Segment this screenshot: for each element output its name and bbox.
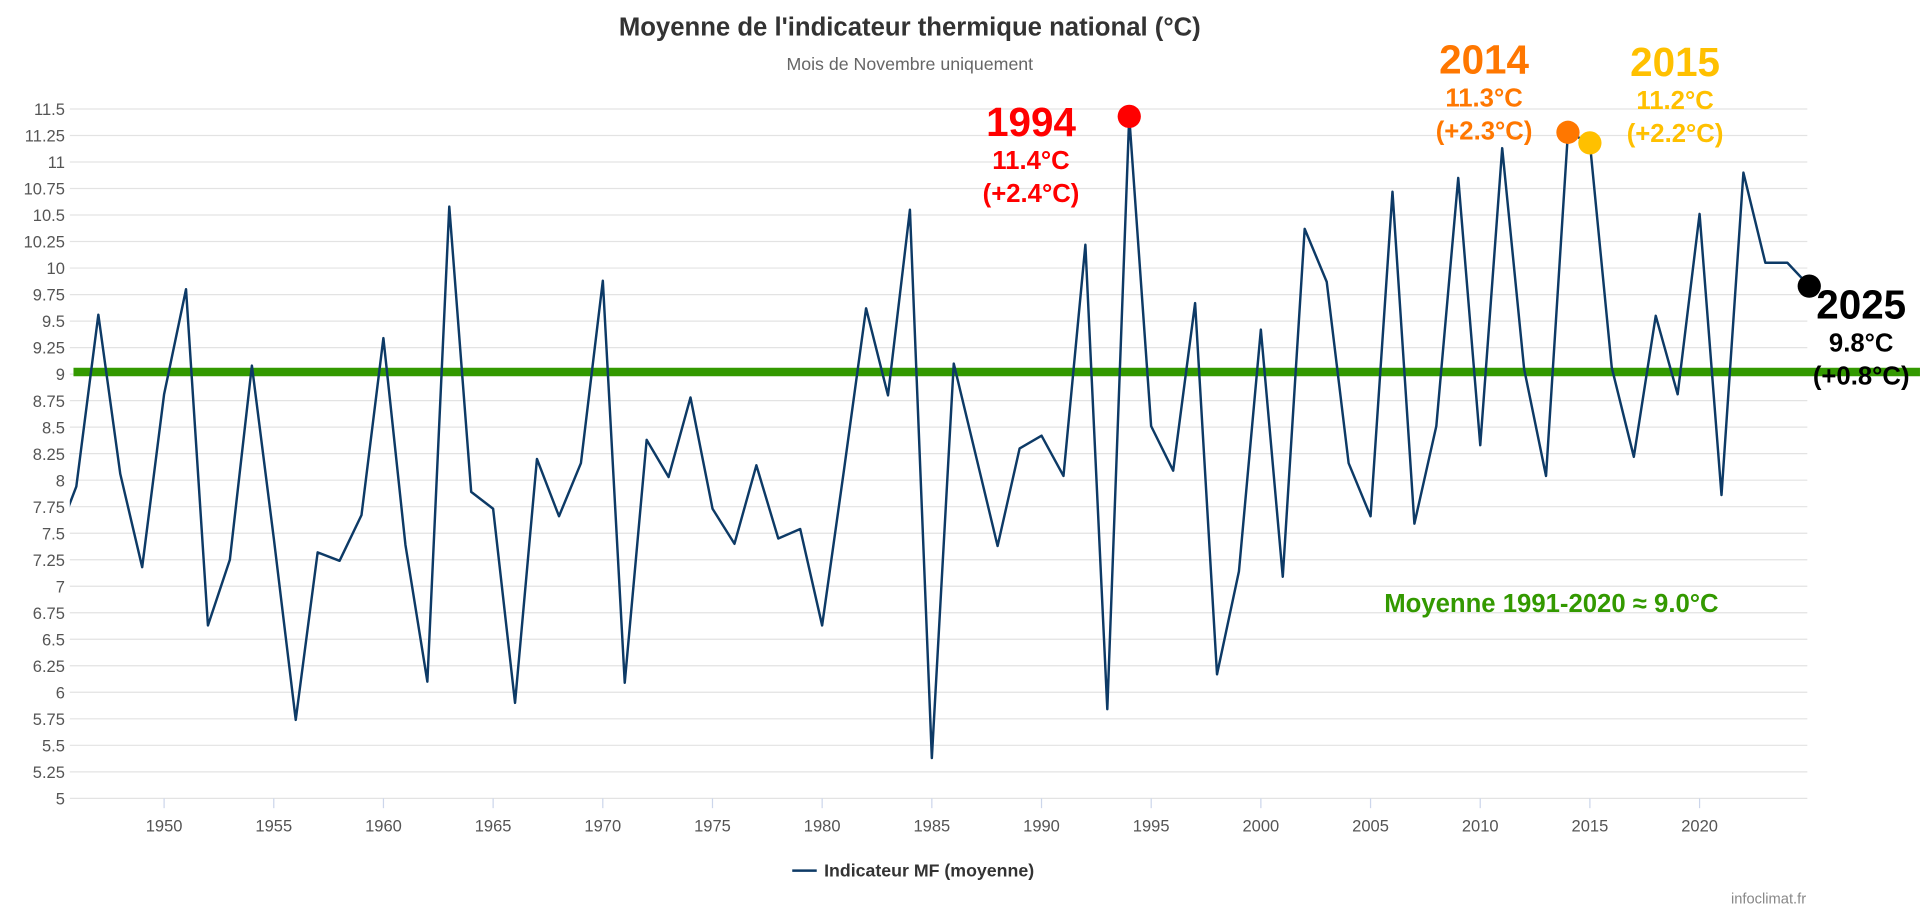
legend-label[interactable]: Indicateur MF (moyenne)	[824, 861, 1034, 881]
annotation-year: 1994	[986, 99, 1076, 145]
y-tick-label: 9	[56, 365, 65, 384]
series-group	[69, 115, 1811, 760]
y-axis: 5 5.25 5.5 5.75 6 6.25 6.5 6.75 7 7.25 7.5 7.75 8 8.2…	[24, 100, 65, 808]
grid	[69, 108, 1808, 799]
annotation-temperature: 9.8°C	[1829, 329, 1894, 357]
y-tick-label: 8.25	[33, 445, 65, 464]
x-tick-label: 1950	[146, 816, 183, 835]
x-axis: 1950 1955 1960 1965 1970 1975 1980 1985 1990 1995…	[146, 798, 1718, 835]
x-tick-label: 1980	[804, 816, 841, 835]
x-tick-label: 1955	[255, 816, 292, 835]
x-tick-label: 1995	[1133, 816, 1170, 835]
y-tick-label: 10.5	[33, 206, 65, 225]
y-tick-label: 6	[56, 683, 65, 702]
x-tick-label: 2005	[1352, 816, 1389, 835]
credit[interactable]: infoclimat.fr	[1731, 892, 1806, 908]
annotation-temperature: 11.4°C	[992, 147, 1069, 175]
x-tick-label: 1970	[584, 816, 621, 835]
annotation-year: 2025	[1816, 281, 1906, 327]
y-tick-label: 5.75	[33, 710, 65, 729]
x-tick-label: 2000	[1242, 816, 1279, 835]
y-tick-label: 9.5	[42, 312, 65, 331]
y-tick-label: 10.75	[24, 180, 65, 199]
y-tick-label: 10	[47, 259, 65, 278]
y-tick-label: 7.25	[33, 551, 65, 570]
annotation-year: 2015	[1630, 39, 1720, 85]
y-tick-label: 5.5	[42, 736, 65, 755]
series-line	[69, 115, 1811, 760]
x-tick-label: 1975	[694, 816, 731, 835]
legend[interactable]: Indicateur MF (moyenne)	[792, 861, 1034, 881]
y-tick-label: 5.25	[33, 763, 65, 782]
y-tick-label: 11.25	[25, 127, 65, 146]
x-tick-label: 1990	[1023, 816, 1060, 835]
annotation-2014: 2014 11.3°C (+2.3°C)	[1436, 36, 1580, 146]
y-tick-label: 5	[56, 789, 65, 808]
y-tick-label: 11	[48, 153, 65, 172]
y-tick-label: 9.25	[33, 339, 65, 358]
y-tick-label: 8.75	[33, 392, 65, 411]
x-tick-label: 1960	[365, 816, 402, 835]
y-tick-label: 7	[56, 577, 65, 596]
x-tick-label: 1965	[475, 816, 512, 835]
x-tick-label: 2010	[1462, 816, 1499, 835]
x-tick-label: 2020	[1681, 816, 1718, 835]
annotation-anomaly: (+0.8°C)	[1813, 362, 1910, 390]
y-tick-label: 8.5	[42, 418, 65, 437]
y-tick-label: 6.75	[33, 604, 65, 623]
annotation-marker	[1578, 131, 1602, 155]
annotation-anomaly: (+2.3°C)	[1436, 118, 1533, 146]
annotation-year: 2014	[1439, 36, 1529, 82]
y-tick-label: 11.5	[34, 100, 65, 119]
annotation-anomaly: (+2.4°C)	[983, 180, 1080, 208]
x-tick-label: 2015	[1572, 816, 1609, 835]
chart-title: Moyenne de l'indicateur thermique nation…	[619, 14, 1201, 42]
annotation-temperature: 11.3°C	[1445, 85, 1522, 113]
annotation-marker	[1117, 104, 1141, 129]
annotation-temperature: 11.2°C	[1636, 87, 1713, 115]
y-tick-label: 10.25	[24, 233, 65, 252]
annotation-marker	[1556, 120, 1580, 144]
y-tick-label: 6.5	[42, 630, 65, 649]
x-tick-label: 1985	[913, 816, 950, 835]
y-tick-label: 7.5	[42, 524, 65, 543]
y-tick-label: 7.75	[33, 498, 65, 517]
chart-subtitle: Mois de Novembre uniquement	[786, 54, 1033, 74]
y-tick-label: 6.25	[33, 657, 65, 676]
annotation-anomaly: (+2.2°C)	[1627, 120, 1724, 148]
y-tick-label: 9.75	[33, 286, 65, 305]
annotation-marker	[1797, 274, 1821, 298]
reference-line-label: Moyenne 1991-2020 ≈ 9.0°C	[1384, 590, 1718, 618]
y-tick-label: 8	[56, 471, 65, 490]
